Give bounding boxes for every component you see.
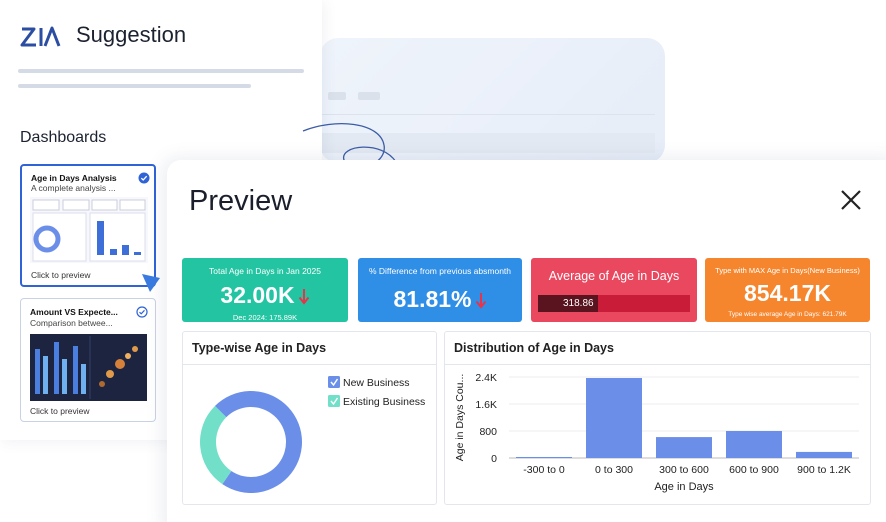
card-action[interactable]: Click to preview xyxy=(31,270,91,280)
chart: 0 800 1.6K 2.4K -300 to 0 0 to 300 300 to 600 6… xyxy=(454,372,859,493)
placeholder-line xyxy=(18,84,251,88)
x-tick-label: 600 to 900 xyxy=(729,464,779,476)
y-axis-label: Age in Days Cou... xyxy=(454,374,466,462)
legend-label: Existing Business xyxy=(343,396,425,408)
x-tick-label: 0 to 300 xyxy=(595,464,633,476)
chart: New Business Existing Business xyxy=(200,376,425,493)
kpi-card: Type with MAX Age in Days(New Business) … xyxy=(705,258,870,322)
kpi-card: Total Age in Days in Jan 2025 32.00K Dec… xyxy=(182,258,348,322)
thumbnail xyxy=(30,197,148,263)
thumbnail xyxy=(30,334,147,401)
kpi-value: 854.17K xyxy=(744,280,831,306)
legend-check xyxy=(330,397,339,406)
kpi-value: 318.86 xyxy=(563,298,594,309)
close-button[interactable] xyxy=(840,189,862,211)
logo xyxy=(20,26,61,47)
check xyxy=(136,306,148,318)
chart-title: Distribution of Age in Days xyxy=(445,332,870,365)
card-subtitle: Comparison betwee... xyxy=(30,318,113,328)
card-action[interactable]: Click to preview xyxy=(30,406,90,416)
y-tick-label: 1.6K xyxy=(475,399,497,411)
chart-title: Type-wise Age in Days xyxy=(183,332,436,365)
x-tick-label: 900 to 1.2K xyxy=(797,464,851,476)
kpi-title: Total Age in Days in Jan 2025 xyxy=(209,266,321,276)
pie-slice xyxy=(214,391,302,493)
y-tick-label: 0 xyxy=(491,453,497,465)
chart-panel: Distribution of Age in Days 0 800 1.6K 2.4K… xyxy=(444,331,871,505)
bar xyxy=(656,437,712,458)
app-title: Suggestion xyxy=(76,22,187,47)
kpi-card: Average of Age in Days 318.86 xyxy=(531,258,697,322)
progress-track: 318.86 xyxy=(538,295,690,312)
kpi-title: Average of Age in Days xyxy=(548,269,680,283)
x-tick-label: 300 to 600 xyxy=(659,464,709,476)
bar xyxy=(516,456,572,458)
kpi-value: 81.81% xyxy=(393,286,472,312)
x-tick-label: -300 to 0 xyxy=(523,464,565,476)
dashboard-card[interactable]: Age in Days Analysis A complete analysis… xyxy=(20,164,156,287)
progress-fill xyxy=(538,295,598,312)
background-dashboard xyxy=(320,38,665,163)
card-subtitle: A complete analysis ... xyxy=(31,183,116,193)
section-title: Dashboards xyxy=(20,129,107,146)
legend-label: New Business xyxy=(343,377,410,389)
bar xyxy=(796,451,852,458)
bar xyxy=(726,431,782,458)
kpi-card: % Difference from previous absmonth 81.8… xyxy=(358,258,522,322)
preview-title: Preview xyxy=(189,185,293,217)
card-title: Age in Days Analysis xyxy=(31,173,117,183)
kpi-title: Type with MAX Age in Days(New Business) xyxy=(715,266,860,275)
card-title: Amount VS Expecte... xyxy=(30,307,118,317)
y-tick-label: 800 xyxy=(479,426,497,438)
kpi-value: 32.00K xyxy=(220,282,295,308)
y-tick-label: 2.4K xyxy=(475,372,497,384)
legend-check xyxy=(330,378,339,387)
down-arrow xyxy=(298,288,309,305)
down-arrow xyxy=(475,292,486,309)
legend-swatch xyxy=(328,395,340,407)
chart-panel: Type-wise Age in Days New Business Existi… xyxy=(182,331,437,505)
bar xyxy=(586,378,642,458)
legend-swatch xyxy=(328,376,340,388)
kpi-title: % Difference from previous absmonth xyxy=(368,266,512,276)
x-axis-label: Age in Days xyxy=(654,481,714,493)
cursor xyxy=(142,274,160,292)
kpi-footnote: Dec 2024: 175.89K xyxy=(232,313,298,322)
kpi-footnote: Type wise average Age in Days: 621.79K xyxy=(728,311,847,318)
pie-slice xyxy=(200,405,232,485)
selected-check xyxy=(138,172,150,184)
placeholder-line xyxy=(18,69,304,73)
dashboard-card[interactable]: Amount VS Expecte... Comparison betwee..… xyxy=(20,298,156,422)
